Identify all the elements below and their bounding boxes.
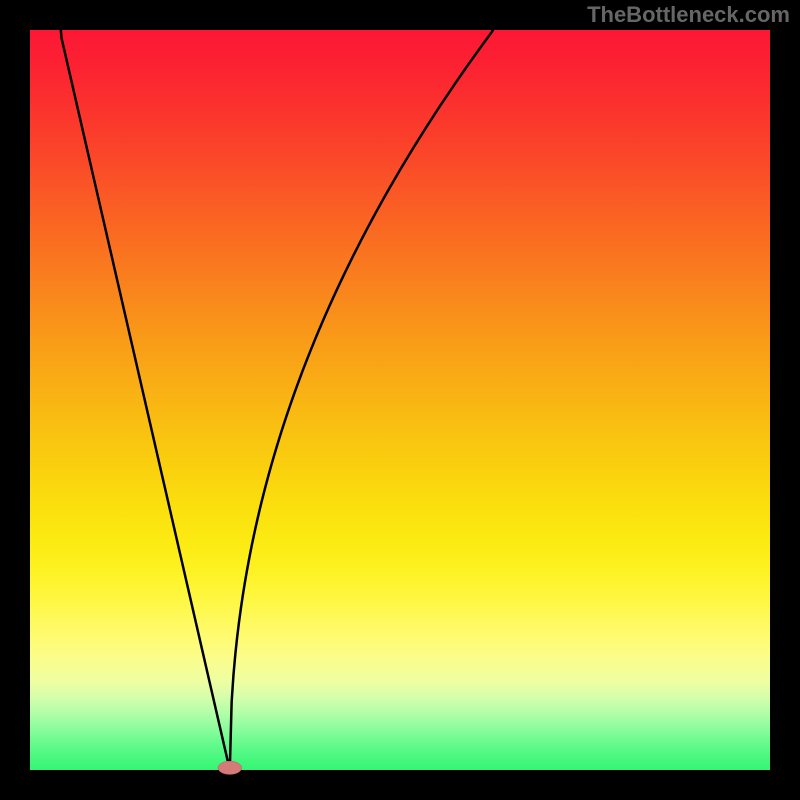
bottleneck-chart <box>0 0 800 800</box>
watermark-text: TheBottleneck.com <box>587 2 790 28</box>
chart-plot-background <box>30 30 770 770</box>
chart-container: TheBottleneck.com <box>0 0 800 800</box>
minimum-marker <box>218 761 242 774</box>
